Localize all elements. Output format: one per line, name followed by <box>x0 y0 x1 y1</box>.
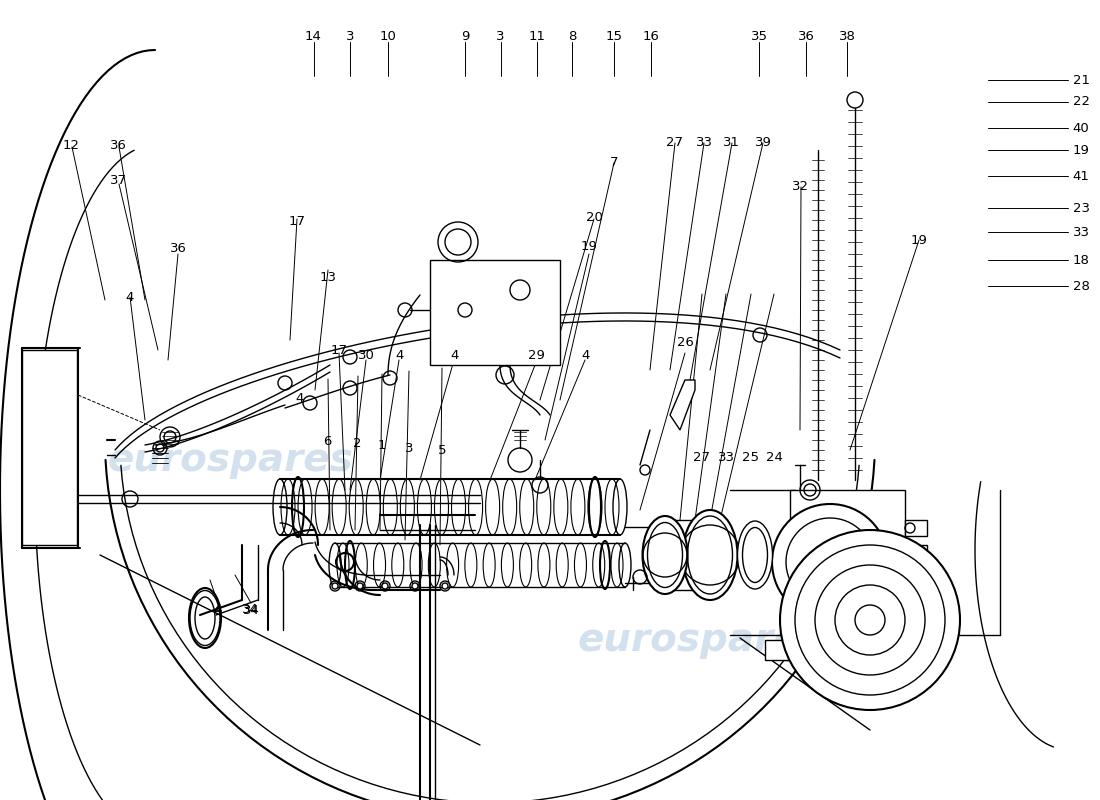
Polygon shape <box>670 380 695 430</box>
Text: 23: 23 <box>1072 202 1089 214</box>
Bar <box>790 490 905 635</box>
Text: 3: 3 <box>405 442 414 454</box>
Text: 17: 17 <box>288 215 306 228</box>
Text: 34: 34 <box>243 603 260 617</box>
Text: 5: 5 <box>438 444 447 457</box>
Text: 2: 2 <box>353 438 362 450</box>
Text: 40: 40 <box>1072 122 1089 134</box>
Text: 4: 4 <box>581 350 590 362</box>
Text: 17: 17 <box>330 344 348 357</box>
Bar <box>905 655 927 671</box>
Bar <box>905 630 927 646</box>
Bar <box>22 350 77 545</box>
Text: 4: 4 <box>213 603 222 616</box>
Bar <box>430 260 560 365</box>
Text: 31: 31 <box>723 136 740 149</box>
Text: 20: 20 <box>585 211 603 224</box>
Ellipse shape <box>682 510 737 600</box>
Polygon shape <box>785 635 910 660</box>
Text: 26: 26 <box>676 336 694 349</box>
Text: 8: 8 <box>568 30 576 42</box>
Text: 4: 4 <box>213 603 222 617</box>
Bar <box>905 565 927 581</box>
Text: 10: 10 <box>379 30 397 42</box>
Text: 41: 41 <box>1072 170 1089 182</box>
Circle shape <box>412 583 418 589</box>
Text: 4: 4 <box>125 291 134 304</box>
Bar <box>764 640 790 660</box>
Text: eurospares: eurospares <box>578 621 823 659</box>
Text: 24: 24 <box>766 451 783 464</box>
Text: 13: 13 <box>319 271 337 284</box>
Text: 4: 4 <box>450 350 459 362</box>
Bar <box>905 610 927 626</box>
Text: 36: 36 <box>798 30 815 42</box>
Text: 34: 34 <box>242 603 260 616</box>
Circle shape <box>772 504 888 620</box>
Text: 18: 18 <box>1072 254 1089 266</box>
Text: 16: 16 <box>642 30 660 42</box>
Text: 33: 33 <box>717 451 735 464</box>
Text: 25: 25 <box>741 451 759 464</box>
Text: 37: 37 <box>110 174 128 186</box>
Text: 19: 19 <box>1072 144 1089 157</box>
Text: 12: 12 <box>63 139 80 152</box>
Circle shape <box>358 583 363 589</box>
Text: 3: 3 <box>345 30 354 42</box>
Text: 3: 3 <box>496 30 505 42</box>
Bar <box>905 520 927 536</box>
Text: 6: 6 <box>323 435 332 448</box>
Text: 21: 21 <box>1072 74 1089 86</box>
Text: 14: 14 <box>305 30 322 42</box>
Text: 36: 36 <box>110 139 128 152</box>
Text: 32: 32 <box>792 180 810 193</box>
Text: 36: 36 <box>169 242 187 254</box>
Text: 11: 11 <box>528 30 546 42</box>
Circle shape <box>332 583 338 589</box>
Text: 15: 15 <box>605 30 623 42</box>
Circle shape <box>847 92 864 108</box>
Text: 4: 4 <box>395 350 404 362</box>
Text: 1: 1 <box>377 439 386 452</box>
Ellipse shape <box>737 521 772 589</box>
Circle shape <box>780 530 960 710</box>
Bar <box>905 590 927 606</box>
Text: 9: 9 <box>461 30 470 42</box>
Text: 22: 22 <box>1072 95 1089 108</box>
Bar <box>905 545 927 561</box>
Text: 19: 19 <box>910 234 927 246</box>
Text: 38: 38 <box>838 30 856 42</box>
Text: 7: 7 <box>609 156 618 169</box>
Text: eurospares: eurospares <box>107 441 353 479</box>
Circle shape <box>382 583 388 589</box>
Text: 27: 27 <box>693 451 711 464</box>
Text: 27: 27 <box>666 136 683 149</box>
Text: 28: 28 <box>1072 280 1089 293</box>
Text: 39: 39 <box>755 136 772 149</box>
Text: 33: 33 <box>1072 226 1089 238</box>
Text: 4: 4 <box>295 392 304 405</box>
Ellipse shape <box>642 516 688 594</box>
Circle shape <box>442 583 448 589</box>
Text: 29: 29 <box>528 350 546 362</box>
Text: 33: 33 <box>695 136 713 149</box>
Text: 35: 35 <box>750 30 768 42</box>
Text: 19: 19 <box>580 240 597 253</box>
Text: 30: 30 <box>358 350 375 362</box>
